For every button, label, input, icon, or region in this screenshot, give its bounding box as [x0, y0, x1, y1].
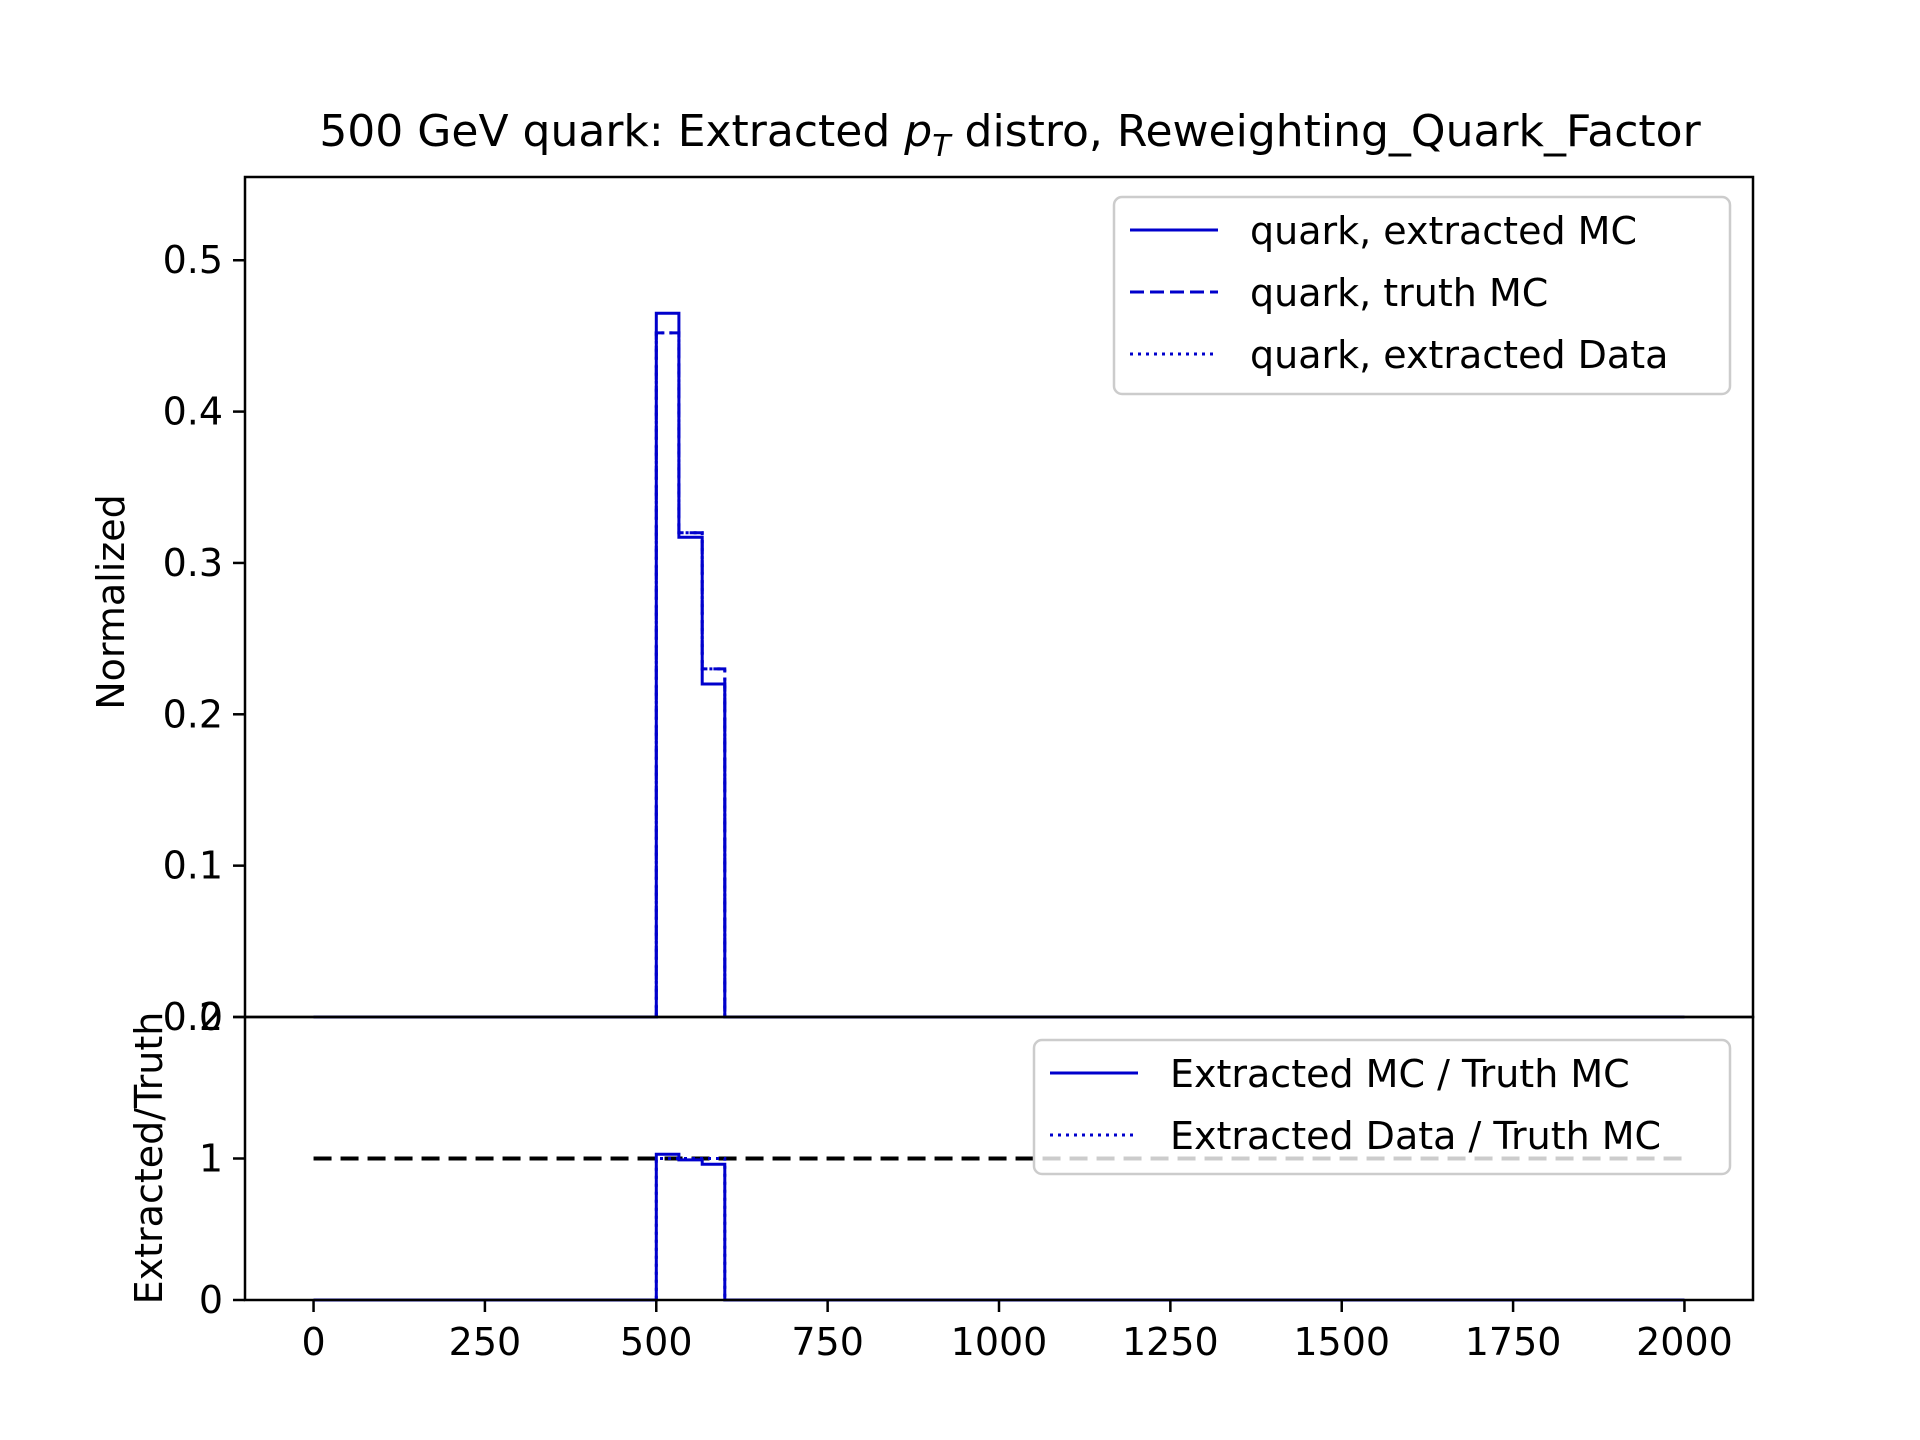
legend-label-ratio-data: Extracted Data / Truth MC — [1170, 1114, 1661, 1158]
top-y-tick-label: 0.3 — [163, 541, 223, 585]
top-series-group — [313, 311, 1685, 1019]
top-panel: 0.0 0.1 0.2 0.3 0.4 0.5 Normalized — [89, 175, 1755, 1039]
top-y-tick-label: 0.0 — [163, 995, 223, 1039]
top-y-ticks: 0.0 0.1 0.2 0.3 0.4 0.5 — [163, 238, 245, 1039]
legend-label-ratio-mc: Extracted MC / Truth MC — [1170, 1052, 1630, 1096]
x-tick-label: 750 — [791, 1320, 864, 1364]
x-tick-label: 1250 — [1122, 1320, 1219, 1364]
legend-label-extracted-mc: quark, extracted MC — [1250, 209, 1637, 253]
bottom-y-tick-label: 2 — [199, 995, 223, 1039]
x-tick-label: 250 — [449, 1320, 522, 1364]
top-y-tick-label: 0.4 — [163, 390, 223, 434]
title-subscript: T — [932, 129, 953, 164]
top-legend-box — [1112, 195, 1732, 396]
bottom-legend-box — [1032, 1038, 1732, 1176]
legend-label-extracted-data: quark, extracted Data — [1250, 333, 1668, 377]
series-line-extracted-mc-truth-mc — [313, 1152, 1685, 1302]
top-y-tick-label: 0.1 — [163, 844, 223, 888]
x-tick-label: 1750 — [1465, 1320, 1562, 1364]
bottom-y-tick-label: 0 — [199, 1278, 223, 1322]
x-tick-label: 1000 — [951, 1320, 1048, 1364]
x-tick-label: 0 — [301, 1320, 325, 1364]
bottom-y-ticks: 0 1 2 — [199, 995, 245, 1322]
top-legend: quark, extracted MC quark, truth MC quar… — [1112, 195, 1732, 396]
series-line-quark-extracted-mc — [313, 311, 1685, 1019]
x-tick-label: 1500 — [1293, 1320, 1390, 1364]
bottom-x-ticks: 0 250 500 750 1000 1250 1500 1750 2000 — [301, 1300, 1733, 1364]
title-prefix: 500 GeV quark: Extracted — [319, 106, 904, 157]
top-y-axis-label: Normalized — [89, 494, 133, 710]
bottom-legend: Extracted MC / Truth MC Extracted Data /… — [1032, 1038, 1732, 1176]
legend-label-truth-mc: quark, truth MC — [1250, 271, 1548, 315]
bottom-panel: 0 1 2 0 250 500 750 1000 1250 1500 1750 2000 Extra… — [127, 995, 1755, 1364]
top-y-tick-label: 0.5 — [163, 238, 223, 282]
x-tick-label: 2000 — [1636, 1320, 1733, 1364]
bottom-y-tick-label: 1 — [199, 1137, 223, 1181]
top-y-tick-label: 0.2 — [163, 692, 223, 736]
chart-title: 500 GeV quark: Extracted pT distro, Rewe… — [319, 106, 1701, 164]
bottom-y-axis-label: Extracted/Truth — [127, 1012, 171, 1305]
title-variable: p — [903, 106, 932, 157]
x-tick-label: 500 — [620, 1320, 693, 1364]
title-suffix: distro, Reweighting_Quark_Factor — [951, 106, 1702, 157]
